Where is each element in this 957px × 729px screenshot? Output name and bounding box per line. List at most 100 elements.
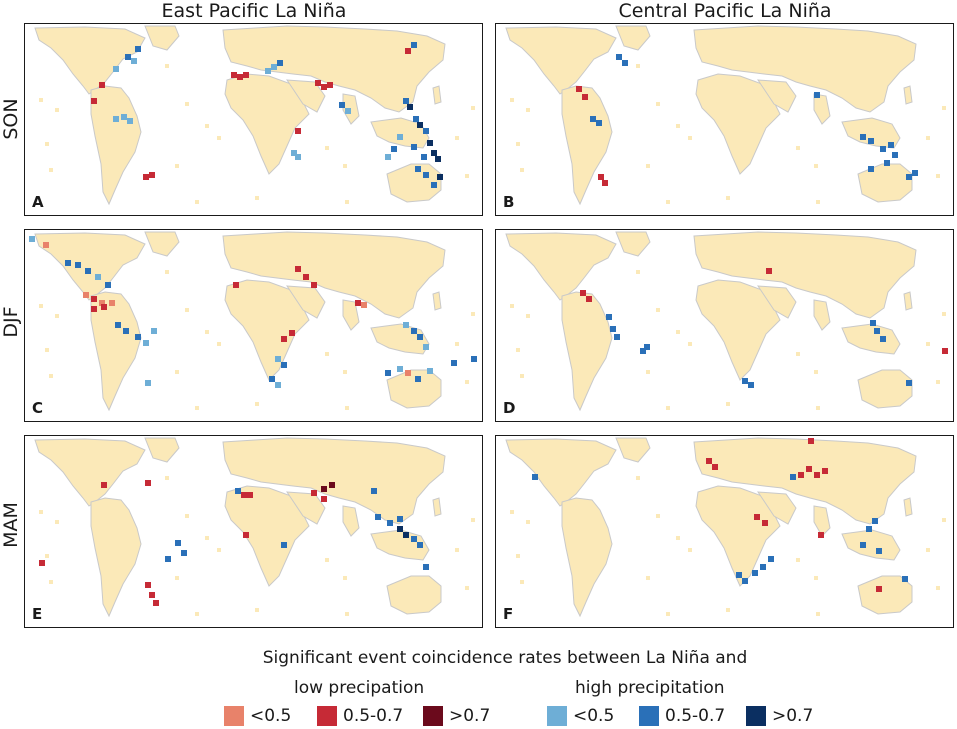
grid-cell-high-lt05 <box>151 328 157 334</box>
grid-cell-high-05-07 <box>115 322 121 328</box>
land-mass <box>813 505 831 537</box>
grid-cell-high-05-07 <box>375 514 381 520</box>
grid-cell-low-05-07 <box>303 274 309 280</box>
land-mass <box>695 485 781 587</box>
grid-cell-pale <box>45 554 49 558</box>
grid-cell-pale <box>688 136 692 140</box>
grid-cell-high-05-07 <box>269 376 275 382</box>
grid-cell-low-05-07 <box>582 94 588 100</box>
grid-cell-high-05-07 <box>814 92 820 98</box>
grid-cell-pale <box>455 342 459 346</box>
grid-cell-low-lt05 <box>43 242 49 248</box>
world-map-a <box>34 25 475 206</box>
grid-cell-pale <box>520 580 524 584</box>
grid-cell-pale <box>205 330 209 334</box>
land-mass <box>224 73 310 175</box>
grid-cell-high-05-07 <box>736 572 742 578</box>
grid-cell-low-05-07 <box>243 532 249 538</box>
grid-cell-high-lt05 <box>403 322 409 328</box>
grid-cell-high-lt05 <box>131 58 137 64</box>
land-mass <box>342 299 360 331</box>
grid-cell-high-05-07 <box>423 128 429 134</box>
grid-cell-high-lt05 <box>427 368 433 374</box>
grid-cell-high-05-07 <box>415 166 421 172</box>
land-mass <box>693 437 917 525</box>
grid-cell-pale <box>796 146 800 150</box>
grid-cell-high-05-07 <box>281 542 287 548</box>
legend-swatch-high-gt07 <box>746 706 766 726</box>
grid-cell-low-05-07 <box>91 306 97 312</box>
grid-cell-high-05-07 <box>391 146 397 152</box>
grid-cell-pale <box>195 406 199 410</box>
grid-cell-pale <box>688 548 692 552</box>
grid-cell-pale <box>39 304 43 308</box>
grid-cell-high-05-07 <box>417 542 423 548</box>
grid-cell-high-05-07 <box>866 526 872 532</box>
panel-letter-d: D <box>503 399 516 417</box>
grid-cell-high-05-07 <box>880 336 886 342</box>
world-map-b <box>505 25 946 206</box>
land-mass <box>757 285 797 319</box>
land-mass <box>693 231 917 319</box>
grid-cell-low-05-07 <box>149 592 155 598</box>
land-mass <box>386 575 442 615</box>
grid-cell-pale <box>656 308 660 312</box>
grid-cell-low-05-07 <box>766 268 772 274</box>
grid-cell-high-lt05 <box>275 382 281 388</box>
grid-cell-pale <box>646 370 650 374</box>
grid-cell-pale <box>45 142 49 146</box>
grid-cell-high-lt05 <box>423 344 429 350</box>
grid-cell-low-05-07 <box>101 482 107 488</box>
land-mass <box>222 25 446 113</box>
grid-cell-high-05-07 <box>622 60 628 66</box>
world-map-d <box>505 231 948 412</box>
grid-cell-high-05-07 <box>413 116 419 122</box>
grid-cell-low-05-07 <box>289 330 295 336</box>
land-mass <box>144 437 180 463</box>
grid-cell-pale <box>814 576 818 580</box>
grid-cell-high-lt05 <box>271 64 277 70</box>
grid-cell-pale <box>816 406 820 410</box>
grid-cell-high-05-07 <box>884 160 890 166</box>
grid-cell-high-lt05 <box>291 150 297 156</box>
grid-cell-high-05-07 <box>870 320 876 326</box>
land-mass <box>90 497 142 618</box>
grid-cell-low-05-07 <box>762 520 768 526</box>
grid-cell-low-05-07 <box>602 180 608 186</box>
world-map-e <box>34 437 475 618</box>
grid-cell-pale <box>666 612 670 616</box>
grid-cell-high-05-07 <box>760 564 766 570</box>
grid-cell-pale <box>726 608 730 612</box>
grid-cell-pale <box>516 142 520 146</box>
grid-cell-pale <box>345 200 349 204</box>
grid-cell-high-05-07 <box>742 578 748 584</box>
grid-cell-high-gt07 <box>397 526 403 532</box>
grid-cell-pale <box>666 406 670 410</box>
grid-cell-high-lt05 <box>385 154 391 160</box>
grid-cell-low-lt05 <box>99 300 105 306</box>
grid-cell-high-05-07 <box>75 262 81 268</box>
legend-swatch-low-lt05 <box>224 706 244 726</box>
land-mass <box>224 279 310 381</box>
land-mass <box>386 369 442 409</box>
grid-cell-low-05-07 <box>99 82 105 88</box>
land-mass <box>857 575 913 615</box>
grid-cell-low-05-07 <box>814 472 820 478</box>
grid-cell-high-05-07 <box>912 170 918 176</box>
grid-cell-low-05-07 <box>321 84 327 90</box>
legend-label-high-lt05: <0.5 <box>573 706 615 726</box>
grid-cell-pale <box>205 536 209 540</box>
grid-cell-pale <box>942 518 946 522</box>
grid-cell-pale <box>45 348 49 352</box>
grid-cell-high-05-07 <box>614 334 620 340</box>
grid-cell-pale <box>325 558 329 562</box>
grid-cell-high-gt07 <box>431 150 437 156</box>
grid-cell-high-05-07 <box>888 142 894 148</box>
map-panel-b: B <box>495 23 954 216</box>
grid-cell-pale <box>646 164 650 168</box>
grid-cell-high-05-07 <box>411 536 417 542</box>
land-mass <box>757 491 797 525</box>
grid-cell-low-05-07 <box>818 532 824 538</box>
grid-cell-high-05-07 <box>644 344 650 350</box>
grid-cell-pale <box>526 314 530 318</box>
